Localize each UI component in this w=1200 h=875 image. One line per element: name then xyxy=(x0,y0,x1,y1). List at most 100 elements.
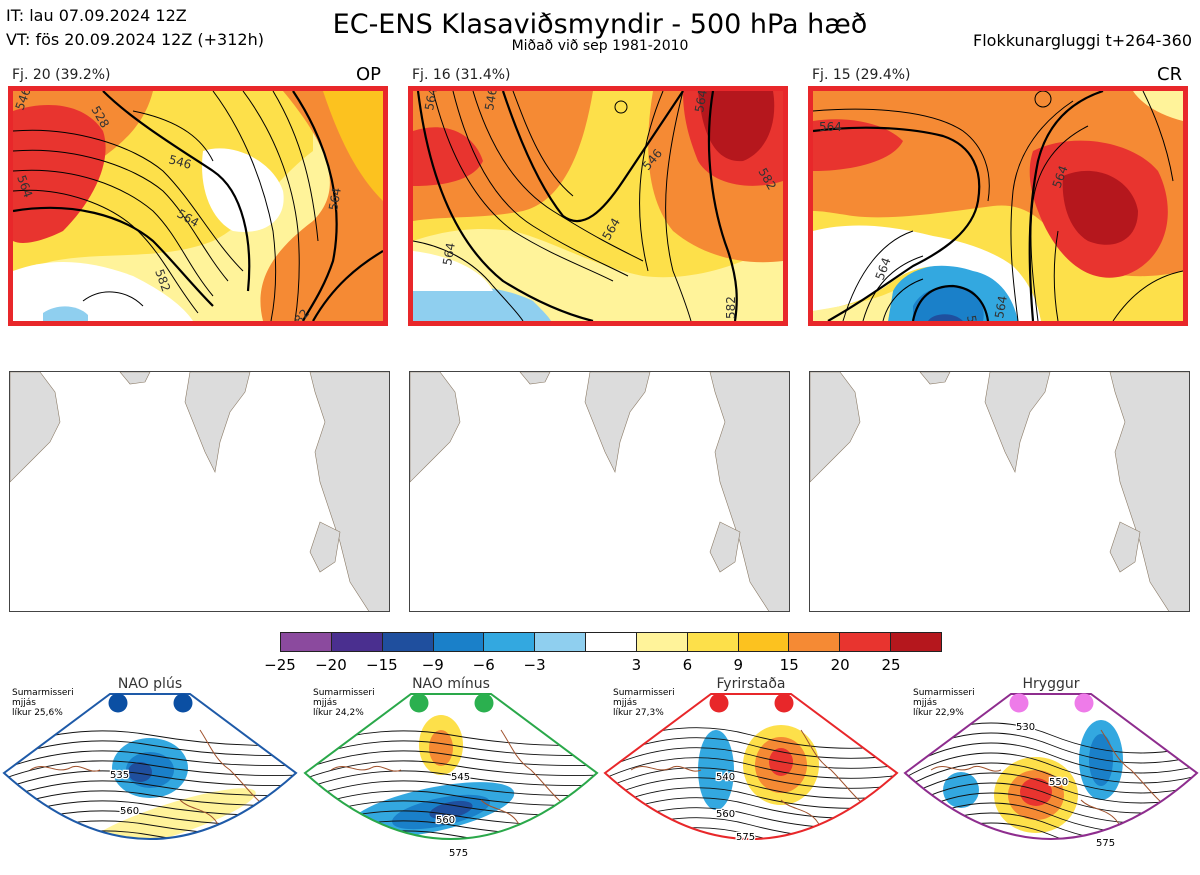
colorbar-swatch xyxy=(382,633,434,651)
colorbar-tick: −3 xyxy=(523,656,546,674)
coastline xyxy=(330,729,572,839)
anomaly-blob xyxy=(429,800,473,820)
colorbar-tick: 3 xyxy=(631,656,642,674)
anomaly-blob xyxy=(429,730,453,766)
contour-label: 546 xyxy=(482,91,500,112)
regime-panel: 530 550 575 Hryggur Sumarmisseri mjjás líkur 2… xyxy=(901,676,1200,871)
contour-label: 564 xyxy=(692,91,710,114)
valid-time: VT: fös 20.09.2024 12Z (+312h) xyxy=(6,30,264,49)
contour-line xyxy=(305,750,597,771)
contour-label: 564 xyxy=(992,295,1010,320)
colorbar-tick: −9 xyxy=(421,656,444,674)
colorbar-swatch xyxy=(535,633,587,651)
contour-line xyxy=(605,777,897,801)
contour-line xyxy=(605,737,897,761)
coastline xyxy=(29,729,271,839)
colorbar-swatch xyxy=(891,633,941,651)
colorbar-swatch xyxy=(636,633,688,651)
colorbar-tick: −6 xyxy=(472,656,495,674)
contour-line xyxy=(4,770,296,791)
init-time: IT: lau 07.09.2024 12Z xyxy=(6,6,187,25)
contour-line xyxy=(605,747,897,771)
regime-name: Hryggur xyxy=(1022,676,1080,692)
cluster-3-label: Fj. 15 (29.4%) xyxy=(812,67,911,83)
cluster-3-map: 564 564 564 546 564 xyxy=(808,86,1188,326)
regime-marker xyxy=(709,693,729,713)
colorbar-swatch xyxy=(484,633,536,651)
coastline xyxy=(630,729,872,839)
contour-line xyxy=(305,740,597,761)
regime-marker xyxy=(1074,693,1094,713)
colorbar-swatch xyxy=(281,633,332,651)
anomaly-blob xyxy=(943,772,979,808)
colorbar-tick: 25 xyxy=(881,656,901,674)
contour-label: 545 xyxy=(451,772,470,783)
regime-outline xyxy=(603,693,899,840)
regime-panel: 535 560 NAO plús Sumarmisseri mjjás líkur 25,… xyxy=(0,676,300,871)
colorbar-tick: −25 xyxy=(264,656,296,674)
contour-label: 530 xyxy=(1016,722,1035,733)
contour-line xyxy=(905,752,1197,784)
colorbar-tick: 9 xyxy=(733,656,744,674)
colorbar-swatch xyxy=(687,633,739,651)
anomaly-blob xyxy=(128,762,152,782)
cluster-2-label: Fj. 16 (31.4%) xyxy=(412,67,511,83)
regime-panel: 545 560 575 NAO mínus Sumarmisseri mjjás líkur… xyxy=(301,676,601,871)
contour-label: 575 xyxy=(1096,838,1115,849)
colorbar xyxy=(280,632,942,652)
colorbar-tick: −20 xyxy=(315,656,347,674)
contour-label: 560 xyxy=(120,806,139,817)
regime-outline xyxy=(303,693,599,840)
contour-line xyxy=(4,740,296,761)
regime-marker xyxy=(409,693,429,713)
regime-probability: Sumarmisseri mjjás líkur 27,3% xyxy=(613,688,675,718)
empty-map-1 xyxy=(9,371,390,612)
contour-label: 546 xyxy=(964,314,982,321)
contour-line xyxy=(0,841,300,860)
colorbar-swatch xyxy=(433,633,485,651)
contour-label: 550 xyxy=(1049,777,1068,788)
cluster-3-tag: CR xyxy=(1157,64,1183,85)
page-title: EC-ENS Klasaviðsmyndir - 500 hPa hæð xyxy=(332,9,868,40)
contour-line xyxy=(605,757,897,781)
regime-name: NAO mínus xyxy=(412,676,490,692)
contour-label: 575 xyxy=(736,832,755,843)
contour-label: 546 xyxy=(167,152,193,171)
contour-label: 535 xyxy=(110,770,129,781)
anomaly-blob xyxy=(84,788,256,839)
colorbar-swatch xyxy=(586,633,637,651)
regime-marker xyxy=(108,693,128,713)
regime-name: Fyrirstaða xyxy=(716,676,786,692)
coastline xyxy=(930,729,1172,839)
empty-map-3 xyxy=(809,371,1190,612)
colorbar-tick: 6 xyxy=(682,656,693,674)
regime-outline xyxy=(2,693,298,840)
regime-probability: Sumarmisseri mjjás líkur 24,2% xyxy=(313,688,375,718)
contour-label: 560 xyxy=(436,815,455,826)
contour-line xyxy=(905,742,1197,774)
contour-line xyxy=(905,772,1197,804)
anomaly-blob xyxy=(1020,778,1052,806)
contour-label: 564 xyxy=(819,120,842,134)
contour-label: 564 xyxy=(422,91,440,112)
cluster-1-map: 546 528 564 546 564 582 564 582 xyxy=(8,86,388,326)
cluster-1-label: Fj. 20 (39.2%) xyxy=(12,67,111,83)
page-subtitle: Miðað við sep 1981-2010 xyxy=(511,38,689,54)
empty-map-2 xyxy=(409,371,790,612)
contour-label: 564 xyxy=(440,242,458,267)
contour-line xyxy=(605,767,897,791)
colorbar-swatch xyxy=(331,633,383,651)
regime-outline xyxy=(903,693,1199,840)
regime-panel: 540 560 575 Fyrirstaða Sumarmisseri mjjás líku… xyxy=(601,676,901,871)
contour-label: 564 xyxy=(326,187,344,212)
regime-name: NAO plús xyxy=(117,676,183,692)
cluster-2-map: 564 546 564 546 582 564 564 582 xyxy=(408,86,788,326)
classification-window: Flokkunargluggi t+264-360 xyxy=(973,31,1192,50)
regime-marker xyxy=(173,693,193,713)
contour-label: 582 xyxy=(724,296,738,319)
colorbar-swatch xyxy=(738,633,790,651)
regime-probability: Sumarmisseri mjjás líkur 25,6% xyxy=(12,688,74,718)
regime-marker xyxy=(474,693,494,713)
contour-line xyxy=(4,750,296,771)
contour-line xyxy=(905,762,1197,794)
